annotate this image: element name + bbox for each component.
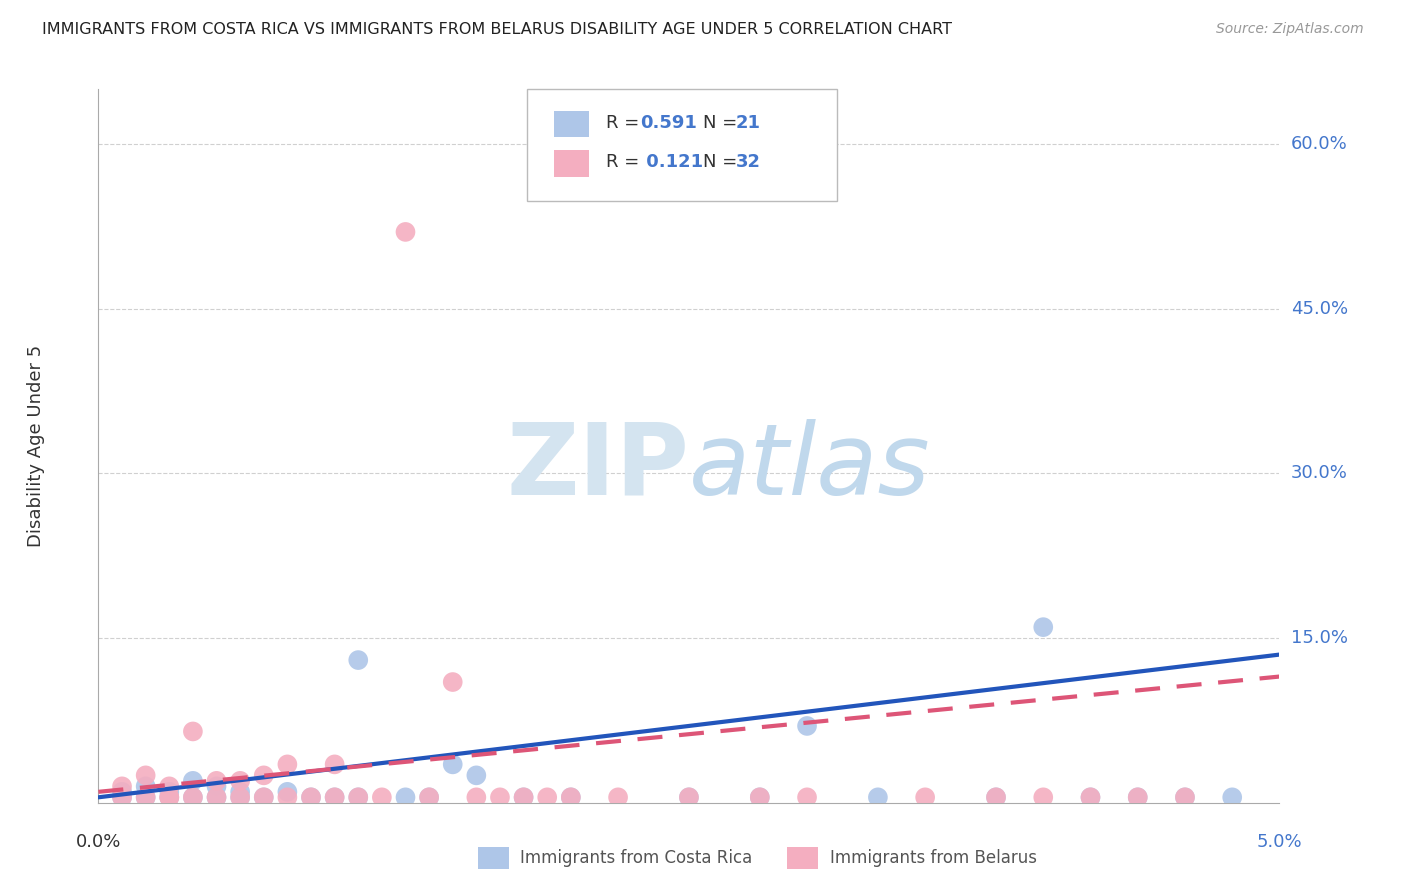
Point [299, 790, 322, 805]
Point [111, 780, 134, 794]
Point [229, 773, 252, 788]
Point [1032, 790, 1054, 805]
Text: 15.0%: 15.0% [1291, 629, 1347, 647]
Point [347, 790, 370, 805]
Point [299, 790, 322, 805]
Point [111, 790, 134, 805]
Point [441, 675, 464, 690]
Point [1080, 790, 1102, 805]
Point [465, 768, 488, 782]
Point [205, 773, 228, 788]
Point [111, 790, 134, 805]
Text: Disability Age Under 5: Disability Age Under 5 [27, 345, 45, 547]
Point [560, 790, 582, 805]
Point [205, 790, 228, 805]
Point [418, 790, 440, 805]
Point [229, 790, 252, 805]
Point [135, 790, 157, 805]
Text: N =: N = [703, 153, 742, 171]
Point [347, 653, 370, 667]
Point [181, 790, 204, 805]
Point [205, 780, 228, 794]
Point [512, 790, 534, 805]
Point [678, 790, 700, 805]
Point [1220, 790, 1243, 805]
Point [253, 790, 276, 805]
Point [205, 790, 228, 805]
Point [394, 790, 416, 805]
Text: 0.591: 0.591 [640, 114, 696, 132]
Point [748, 790, 770, 805]
Point [607, 790, 630, 805]
Text: N =: N = [703, 114, 742, 132]
Point [276, 785, 298, 799]
Text: 60.0%: 60.0% [1291, 135, 1347, 153]
Point [157, 785, 180, 799]
Point [560, 790, 582, 805]
Text: IMMIGRANTS FROM COSTA RICA VS IMMIGRANTS FROM BELARUS DISABILITY AGE UNDER 5 COR: IMMIGRANTS FROM COSTA RICA VS IMMIGRANTS… [42, 22, 952, 37]
Point [371, 790, 394, 805]
Text: Immigrants from Costa Rica: Immigrants from Costa Rica [520, 849, 752, 867]
Point [135, 780, 157, 794]
Point [512, 790, 534, 805]
Text: 0.0%: 0.0% [76, 833, 121, 851]
Point [111, 785, 134, 799]
Point [984, 790, 1007, 805]
Point [181, 790, 204, 805]
Point [1032, 620, 1054, 634]
Point [678, 790, 700, 805]
Point [1126, 790, 1149, 805]
Point [1126, 790, 1149, 805]
Point [748, 790, 770, 805]
Point [157, 790, 180, 805]
Point [323, 790, 346, 805]
Point [796, 719, 818, 733]
Point [796, 790, 818, 805]
Point [465, 790, 488, 805]
Point [984, 790, 1007, 805]
Text: 21: 21 [735, 114, 761, 132]
Point [276, 790, 298, 805]
Point [914, 790, 936, 805]
Point [157, 790, 180, 805]
Text: Immigrants from Belarus: Immigrants from Belarus [830, 849, 1036, 867]
Point [181, 724, 204, 739]
Text: 0.121: 0.121 [640, 153, 703, 171]
Point [135, 768, 157, 782]
Point [229, 790, 252, 805]
Point [229, 785, 252, 799]
Point [1080, 790, 1102, 805]
Text: Source: ZipAtlas.com: Source: ZipAtlas.com [1216, 22, 1364, 37]
Text: 30.0%: 30.0% [1291, 465, 1347, 483]
Point [866, 790, 889, 805]
Point [1174, 790, 1197, 805]
Point [157, 780, 180, 794]
Point [441, 757, 464, 772]
Text: atlas: atlas [689, 419, 931, 516]
Point [253, 790, 276, 805]
Point [323, 757, 346, 772]
Point [536, 790, 558, 805]
Point [1174, 790, 1197, 805]
Point [181, 773, 204, 788]
Point [489, 790, 512, 805]
Point [323, 790, 346, 805]
Text: 5.0%: 5.0% [1257, 833, 1302, 851]
Point [135, 790, 157, 805]
Text: R =: R = [606, 153, 645, 171]
Text: ZIP: ZIP [506, 419, 689, 516]
Point [418, 790, 440, 805]
Text: 32: 32 [735, 153, 761, 171]
Point [347, 790, 370, 805]
Point [157, 790, 180, 805]
Point [276, 757, 298, 772]
Text: R =: R = [606, 114, 645, 132]
Text: 45.0%: 45.0% [1291, 300, 1348, 318]
Point [253, 768, 276, 782]
Point [394, 225, 416, 239]
